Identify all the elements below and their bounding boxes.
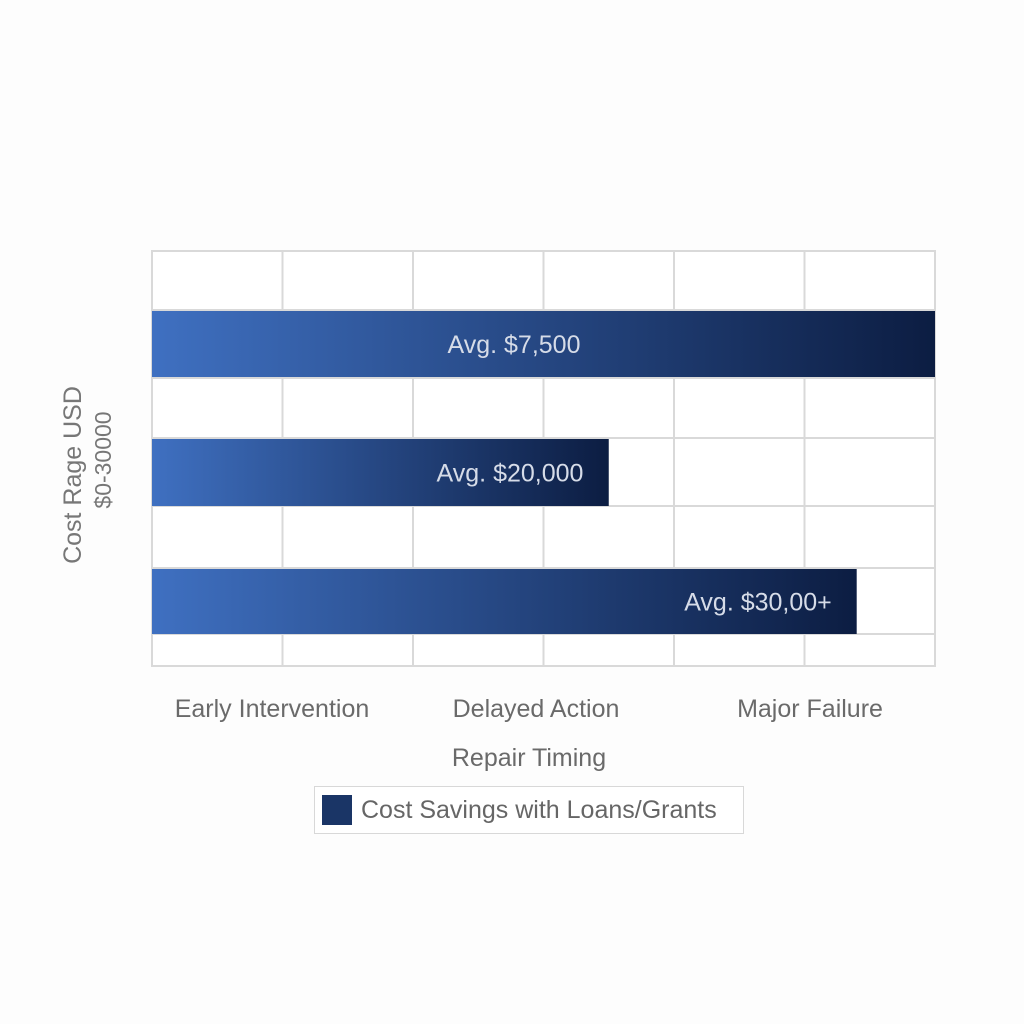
y-axis-title: Cost Rage USD bbox=[59, 386, 87, 564]
x-axis-title: Repair Timing bbox=[451, 744, 607, 772]
bar-value-labels: Avg. $7,500 Avg. $20,000 Avg. $30,00+ bbox=[437, 331, 832, 617]
x-tick-label-0: Early Intervention bbox=[174, 695, 370, 723]
x-tick-label-1: Delayed Action bbox=[452, 695, 620, 723]
bars bbox=[152, 311, 935, 634]
bar-value-label-0: Avg. $7,500 bbox=[448, 331, 581, 359]
legend: Cost Savings with Loans/Grants bbox=[314, 786, 744, 834]
bar-2 bbox=[152, 569, 857, 634]
legend-label: Cost Savings with Loans/Grants bbox=[361, 795, 717, 824]
y-axis-range: $0-30000 bbox=[90, 411, 116, 509]
legend-swatch bbox=[322, 795, 352, 825]
x-tick-label-2: Major Failure bbox=[737, 695, 883, 723]
bar-value-label-1: Avg. $20,000 bbox=[437, 460, 584, 488]
bar-value-label-2: Avg. $30,00+ bbox=[684, 589, 832, 617]
bar-1 bbox=[152, 439, 609, 506]
y-axis-label: Cost Rage USD $0-30000 bbox=[58, 386, 118, 564]
bar-0 bbox=[152, 311, 935, 377]
